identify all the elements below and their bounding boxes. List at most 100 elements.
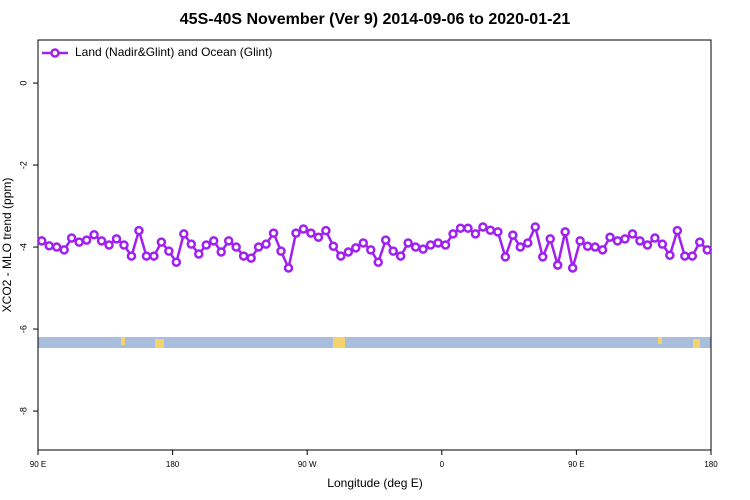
point <box>111 234 122 244</box>
point <box>470 229 481 239</box>
point <box>478 222 488 232</box>
point <box>134 225 144 236</box>
point <box>665 250 675 260</box>
y-tick-label: -4 <box>18 243 28 251</box>
point <box>358 238 369 248</box>
legend-label: Land (Nadir&Glint) and Ocean (Glint) <box>75 45 272 59</box>
point <box>538 252 548 262</box>
point <box>620 234 630 244</box>
point <box>380 235 391 245</box>
point <box>126 251 137 261</box>
land-patch <box>658 337 662 344</box>
point <box>523 238 533 248</box>
point <box>455 223 466 233</box>
point <box>66 233 77 243</box>
point <box>448 229 458 239</box>
point <box>201 240 211 250</box>
point <box>59 245 69 255</box>
land-patch <box>121 337 125 345</box>
point <box>194 249 204 259</box>
point <box>560 227 570 237</box>
point <box>425 240 436 250</box>
plot-frame <box>37 39 712 451</box>
point <box>96 236 107 246</box>
point <box>605 232 615 242</box>
point <box>231 242 241 252</box>
point <box>545 234 555 244</box>
x-tick-label: 0 <box>440 460 445 469</box>
point <box>313 232 324 242</box>
point <box>403 238 413 248</box>
point <box>388 246 398 256</box>
point <box>702 245 713 255</box>
point <box>253 242 264 252</box>
point <box>672 225 683 236</box>
y-tick-label: -2 <box>18 161 28 169</box>
point <box>119 240 129 250</box>
point <box>74 237 84 247</box>
y-tick-label: -6 <box>18 325 28 333</box>
point <box>321 225 331 236</box>
point <box>552 260 563 270</box>
chart-title: 45S-40S November (Ver 9) 2014-09-06 to 2… <box>180 11 571 28</box>
point <box>276 246 286 256</box>
point <box>500 252 511 262</box>
land-patch <box>333 337 345 348</box>
point <box>627 229 638 239</box>
point <box>515 242 526 252</box>
point <box>328 241 339 251</box>
legend-marker <box>50 48 60 58</box>
point <box>179 229 189 239</box>
point <box>336 251 346 261</box>
point <box>36 236 47 246</box>
point <box>597 245 608 255</box>
land-patch <box>155 339 164 348</box>
point <box>268 228 279 238</box>
point <box>695 237 705 247</box>
point <box>433 238 443 248</box>
point <box>530 222 541 232</box>
point <box>298 224 309 234</box>
y-axis-label: XCO2 - MLO trend (ppm) <box>0 178 14 313</box>
point <box>223 236 234 246</box>
point <box>246 253 256 263</box>
point <box>44 241 54 251</box>
point <box>51 242 62 252</box>
point <box>366 245 376 255</box>
point <box>351 243 361 253</box>
y-tick-label: -8 <box>18 407 28 415</box>
point <box>261 239 271 249</box>
point <box>141 251 152 261</box>
point <box>395 251 406 261</box>
point <box>582 241 593 251</box>
point <box>156 237 167 247</box>
point <box>650 233 660 243</box>
point <box>493 227 503 237</box>
point <box>590 242 600 252</box>
point <box>418 244 428 254</box>
point <box>306 228 316 238</box>
x-tick-label: 90 E <box>568 460 584 469</box>
point <box>485 225 496 235</box>
ocean-band <box>38 337 711 348</box>
point <box>283 263 294 273</box>
x-tick-label: 90 E <box>30 460 46 469</box>
point <box>657 239 668 249</box>
point <box>216 247 226 257</box>
point <box>89 230 99 240</box>
x-tick-label: 90 W <box>298 460 317 469</box>
point <box>238 251 249 261</box>
x-tick-label: 180 <box>166 460 180 469</box>
point <box>81 235 92 245</box>
point <box>291 228 301 238</box>
land-ocean-mask <box>38 337 711 348</box>
point <box>508 230 518 240</box>
point <box>635 236 645 246</box>
point <box>687 251 698 261</box>
point <box>642 240 653 250</box>
point <box>149 251 159 261</box>
point <box>680 251 690 261</box>
x-axis-label: Longitude (deg E) <box>327 476 422 490</box>
